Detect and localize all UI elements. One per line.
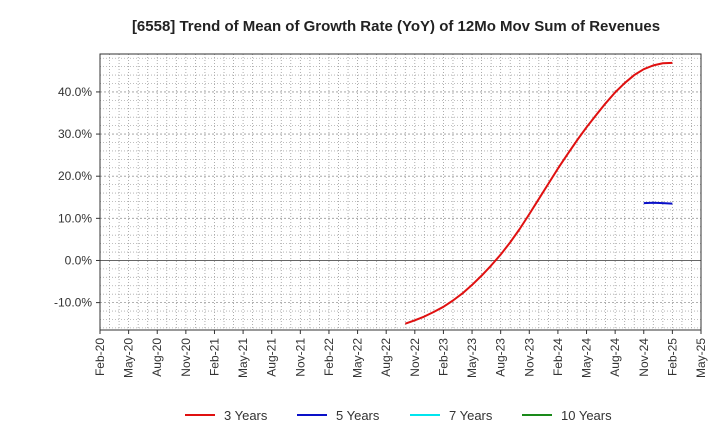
- x-tick-label: Nov-23: [522, 338, 536, 377]
- x-tick-label: May-22: [351, 338, 365, 378]
- plot-area: [100, 54, 701, 330]
- x-tick-label: Nov-20: [179, 338, 193, 377]
- y-tick-label: -10.0%: [54, 296, 92, 310]
- legend-label: 10 Years: [561, 408, 612, 423]
- x-tick-label: Aug-23: [494, 338, 508, 377]
- y-axis: -10.0% 0.0% 10.0% 20.0% 30.0% 40.0%: [54, 85, 100, 310]
- y-tick-label: 20.0%: [58, 169, 92, 183]
- legend: 3 Years 5 Years 7 Years 10 Years: [185, 408, 612, 423]
- series-layer: [404, 61, 673, 325]
- x-axis: Feb-20 May-20 Aug-20 Nov-20 Feb-21 May-21 Aug-…: [93, 330, 708, 378]
- x-tick-label: Aug-21: [265, 338, 279, 377]
- x-tick-label: May-25: [694, 338, 708, 378]
- y-tick-label: 30.0%: [58, 127, 92, 141]
- x-tick-label: Aug-24: [608, 338, 622, 377]
- chart-title: [6558] Trend of Mean of Growth Rate (YoY…: [132, 18, 660, 35]
- y-tick-label: 40.0%: [58, 85, 92, 99]
- x-tick-label: Nov-22: [408, 338, 422, 377]
- y-tick-label: 0.0%: [65, 253, 93, 267]
- x-tick-label: May-20: [122, 338, 136, 378]
- x-tick-label: May-24: [580, 338, 594, 378]
- x-tick-label: Feb-21: [207, 338, 221, 376]
- plot-frame: [99, 53, 702, 331]
- x-tick-label: Feb-23: [436, 338, 450, 376]
- legend-label: 5 Years: [336, 408, 380, 423]
- x-tick-label: Feb-25: [665, 338, 679, 376]
- series-line-5-years: [643, 201, 673, 205]
- series-line-3-years: [404, 61, 673, 325]
- legend-label: 7 Years: [449, 408, 493, 423]
- x-tick-label: Nov-21: [293, 338, 307, 377]
- x-tick-label: Feb-22: [322, 338, 336, 376]
- x-tick-label: Aug-20: [150, 338, 164, 377]
- grid: [100, 54, 701, 330]
- x-tick-label: May-23: [465, 338, 479, 378]
- legend-label: 3 Years: [224, 408, 268, 423]
- x-tick-label: Nov-24: [637, 338, 651, 377]
- x-tick-label: Feb-20: [93, 338, 107, 376]
- x-tick-label: Aug-22: [379, 338, 393, 377]
- x-tick-label: Feb-24: [551, 338, 565, 376]
- x-tick-label: May-21: [236, 338, 250, 378]
- y-tick-label: 10.0%: [58, 211, 92, 225]
